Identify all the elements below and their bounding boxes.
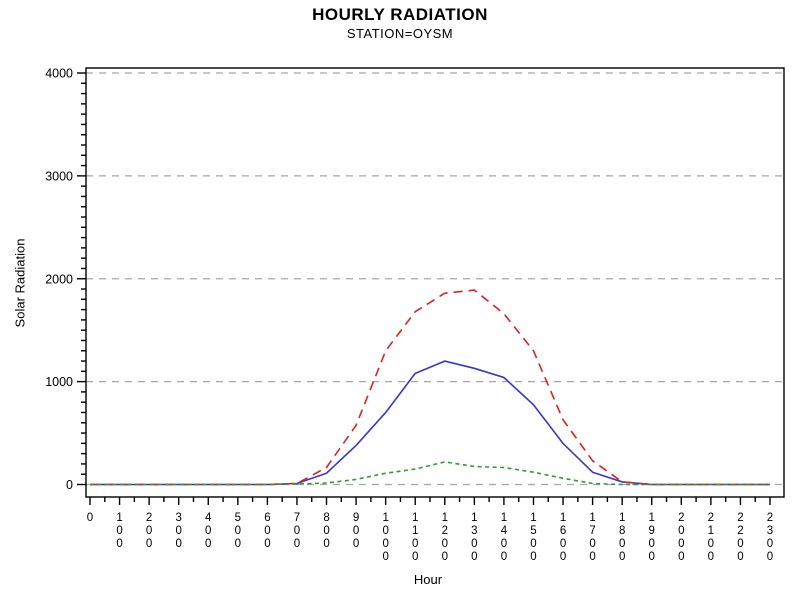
x-tick-label: 0 [87,512,93,524]
y-axis-ticks [77,72,86,486]
y-tick-label: 2000 [45,272,73,286]
plot-frame [85,67,785,498]
chart-title: HOURLY RADIATION [312,5,488,24]
x-axis-ticks [89,497,771,505]
x-tick-labels: 0 1 0 0 2 0 0 3 0 0 4 0 0 5 0 0 6 0 0 7 0 0 8 0 0 9 0 0 1 0 0 0 1 1 0 0 1 2 0 0… [87,512,773,563]
gridlines [86,72,784,486]
x-axis-title: Hour [413,572,443,587]
y-tick-label: 3000 [45,169,73,183]
series-line-green-short-dashed [90,461,770,486]
y-tick-label: 0 [66,478,73,492]
series-line-red-dashed [90,289,770,486]
chart-subtitle: STATION=OYSM [346,26,454,41]
y-tick-label: 1000 [45,375,73,389]
series-lines [90,289,770,486]
y-tick-labels: 0 1000 2000 3000 4000 [45,67,73,493]
y-tick-label: 4000 [45,67,73,81]
